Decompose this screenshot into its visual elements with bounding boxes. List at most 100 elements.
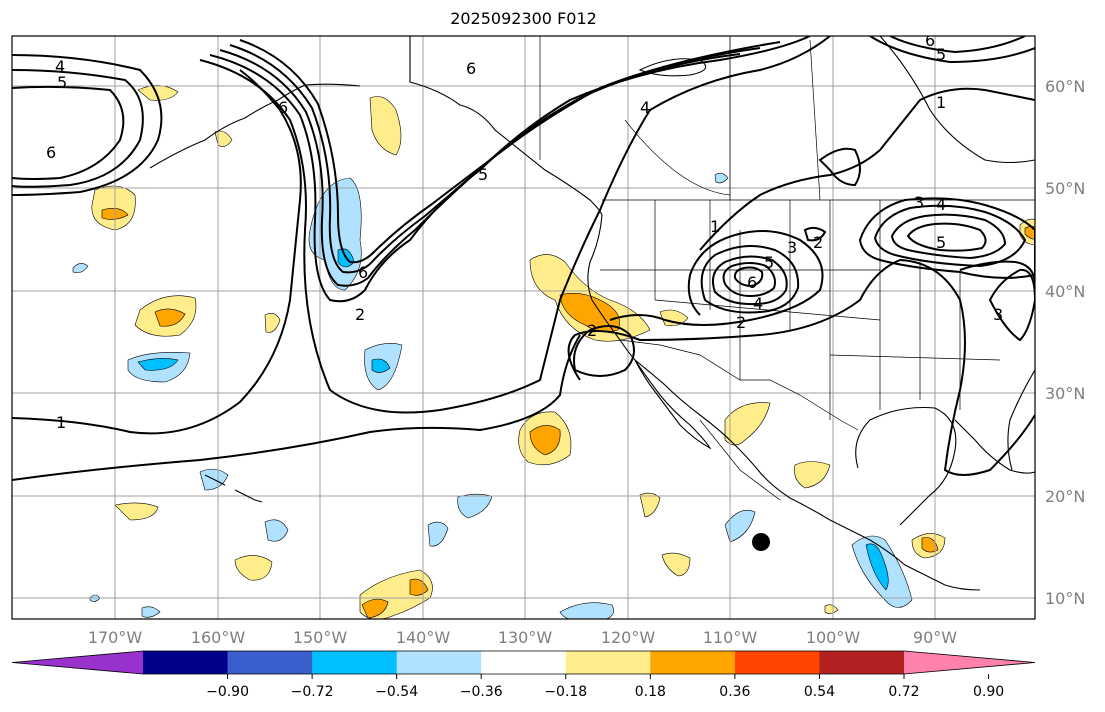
clabel-4-canada: 4 (640, 98, 650, 117)
shade-yellow-west-pacific (91, 185, 136, 231)
contour-6-gulf-jet (239, 39, 781, 264)
clabel-3-lakes: 3 (914, 193, 924, 212)
colorbar-tick-label: 0.72 (888, 684, 919, 700)
contour-east-3 (988, 268, 1035, 342)
coast-baja (634, 359, 712, 450)
lat-label-30n: 30°N (1045, 384, 1085, 403)
contour-bc-small (803, 226, 827, 242)
clabel-5-utah: 5 (764, 253, 774, 272)
lon-label-120w: 120°W (601, 628, 656, 647)
border-canada-3 (624, 119, 731, 196)
border-state-9 (829, 354, 1001, 361)
colorbar-segment (143, 651, 229, 674)
contour-lakes-4 (890, 213, 1007, 260)
colorbar-ticks (227, 674, 990, 679)
shade-small-blue-2 (714, 172, 729, 184)
colorbar: −0.90 −0.72 −0.54 −0.36 −0.18 0.18 0.36 0.54 0.7… (11, 650, 1036, 700)
lon-label-140w: 140°W (396, 628, 451, 647)
coast-alaska (409, 36, 603, 216)
clabel-4-lakes: 4 (936, 195, 946, 214)
colorbar-segment (819, 651, 905, 674)
coast-hudson-area (879, 36, 1035, 164)
shade-blue-south-2 (427, 521, 449, 547)
colorbar-segment (565, 651, 651, 674)
contour-2-calif-low (573, 325, 635, 377)
clabel-5-bc: 5 (478, 165, 488, 184)
contour-lines (12, 36, 1035, 481)
contour-6-utah (733, 266, 764, 288)
contour-east-2 (959, 260, 1035, 286)
contour-3-utah (700, 245, 800, 314)
colorbar-tick-label: 0.36 (719, 684, 750, 700)
contour-nw-5 (12, 85, 125, 180)
clabel-1-canada-east: 1 (936, 93, 946, 112)
clabel-5-ne: 5 (936, 45, 946, 64)
shade-orange-central-am (921, 537, 939, 553)
shade-yellow-southwest (659, 309, 689, 326)
longitude-axis: 170°W 160°W 150°W 140°W 130°W 120°W 110°… (88, 628, 957, 647)
border-mexico-1 (699, 419, 781, 501)
coastlines (149, 36, 1035, 591)
shade-blue-south-3 (457, 493, 493, 519)
colorbar-labels: −0.90 −0.72 −0.54 −0.36 −0.18 0.18 0.36 0.54 0.7… (206, 684, 1004, 700)
shade-yellow-central-2 (264, 313, 281, 333)
lat-label-50n: 50°N (1045, 179, 1085, 198)
contour-label-group: 4 5 6 6 6 4 5 6 2 1 2 1 3 5 6 4 2 2 3 4 … (46, 31, 1003, 432)
colorbar-segments (11, 650, 1036, 675)
shade-yellow-south-2 (234, 555, 273, 581)
colorbar-extend-low (12, 651, 143, 674)
clabel-2-gulf: 2 (355, 305, 365, 324)
coast-bc-to-mexico (587, 214, 981, 591)
clabel-3-utah: 3 (787, 238, 797, 257)
contour-2-rockies (609, 230, 824, 326)
colorbar-tick-label: −0.72 (291, 684, 334, 700)
colorbar-segment (650, 651, 736, 674)
contour-nw-4 (12, 69, 144, 188)
shade-yellow-south-5 (661, 552, 691, 577)
colorbar-segment (396, 651, 482, 674)
map-title: 2025092300 F012 (450, 9, 597, 28)
colorbar-extend-high (904, 651, 1035, 674)
lat-label-20n: 20°N (1045, 487, 1085, 506)
colorbar-segment (227, 651, 313, 674)
clabel-1-rockies: 1 (710, 217, 720, 236)
colorbar-segment (312, 651, 398, 674)
shade-orange-mid-1 (529, 425, 561, 456)
colorbar-tick-label: −0.18 (544, 684, 587, 700)
graticule (12, 36, 1035, 619)
map-area: 4 5 6 6 6 4 5 6 2 1 2 1 3 5 6 4 2 2 3 4 … (12, 31, 1035, 619)
contour-ne-6 (889, 36, 1026, 54)
lat-label-10n: 10°N (1045, 589, 1085, 608)
colorbar-tick-label: −0.54 (375, 684, 418, 700)
contour-lakes-3 (873, 204, 1027, 268)
clabel-2-utah: 2 (736, 313, 746, 332)
shade-orange-baja-offshore (559, 293, 620, 332)
colorbar-tick-label: −0.90 (206, 684, 249, 700)
contour-5-utah (722, 262, 776, 298)
clabel-6-ne: 6 (925, 31, 935, 50)
colorbar-tick-label: −0.36 (460, 684, 503, 700)
shade-orange-south-3 (361, 598, 389, 619)
contour-lakes-2 (858, 197, 1035, 279)
shade-small-blue-1 (72, 263, 89, 274)
shade-blue-south-mex (724, 509, 756, 543)
colorbar-tick-label: 0.90 (973, 684, 1004, 700)
clabel-2-plains: 2 (813, 233, 823, 252)
colorbar-outline (11, 650, 1036, 675)
lon-label-170w: 170°W (88, 628, 143, 647)
lon-label-100w: 100°W (806, 628, 861, 647)
clabel-6-nw: 6 (46, 143, 56, 162)
contour-1-east (699, 87, 1035, 251)
clabel-4-utah: 4 (753, 294, 763, 313)
contour-3-gulf-jet (209, 36, 811, 303)
shade-yellow-south-1 (114, 502, 159, 521)
shade-yellow-mexico (724, 402, 771, 446)
clabel-3-east: 3 (993, 305, 1003, 324)
shade-orange-central-1 (154, 308, 186, 327)
contour-nw-3 (12, 54, 163, 196)
clabel-6-gulf: 6 (358, 263, 368, 282)
clabel-5-lakes: 5 (936, 233, 946, 252)
clabel-2-calif: 2 (587, 321, 597, 340)
clabel-6-alaska: 6 (278, 98, 288, 117)
